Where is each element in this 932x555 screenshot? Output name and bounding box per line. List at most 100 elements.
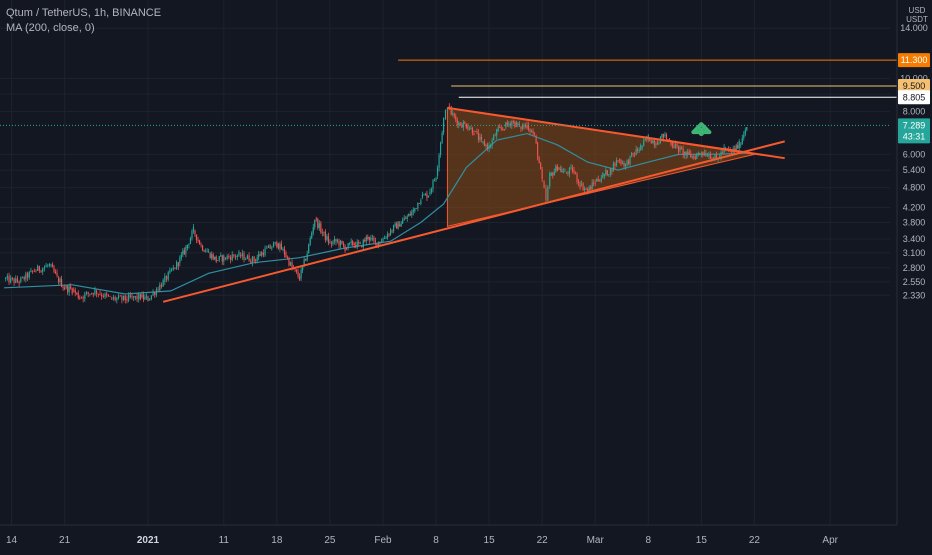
candle-body-13 xyxy=(26,273,29,278)
candle-body-232 xyxy=(374,240,376,243)
candle-body-36 xyxy=(64,287,66,290)
candle-body-409 xyxy=(646,139,648,140)
candle-body-115 xyxy=(192,226,195,231)
candle-body-56 xyxy=(96,290,98,294)
candle-body-179 xyxy=(294,268,296,270)
candle-body-362 xyxy=(574,172,577,174)
candle-body-366 xyxy=(580,183,583,185)
candle-body-449 xyxy=(706,156,709,158)
candle-body-307 xyxy=(490,145,492,148)
candle-body-55 xyxy=(94,289,96,295)
candle-body-145 xyxy=(240,255,242,257)
candle-body-15 xyxy=(30,270,32,273)
candle-body-177 xyxy=(291,262,293,268)
candle-body-368 xyxy=(584,188,586,191)
candle-body-320 xyxy=(509,123,511,126)
candle-body-358 xyxy=(568,167,571,174)
candle-body-436 xyxy=(687,151,689,155)
candle-body-206 xyxy=(335,239,337,242)
candle-body-204 xyxy=(332,241,334,245)
candle-body-356 xyxy=(565,172,568,174)
candle-body-342 xyxy=(543,181,545,189)
candle-body-186 xyxy=(305,259,307,261)
candle-body-5 xyxy=(13,278,15,283)
candle-body-292 xyxy=(467,125,469,130)
candle-body-109 xyxy=(183,250,185,254)
candle-body-257 xyxy=(412,209,414,213)
candle-body-280 xyxy=(448,106,450,107)
candle-body-187 xyxy=(306,253,308,261)
candle-body-201 xyxy=(327,236,330,243)
candle-body-261 xyxy=(418,203,420,204)
candle-body-39 xyxy=(68,286,70,293)
candle-body-33 xyxy=(59,279,61,283)
candle-body-0 xyxy=(5,278,7,279)
candle-body-101 xyxy=(170,269,173,271)
candle-body-87 xyxy=(147,296,149,302)
y-tick-label-0: 14.000 xyxy=(900,23,928,33)
candle-body-95 xyxy=(160,284,163,287)
candle-body-300 xyxy=(479,136,481,140)
y-tick-label-1: 10.000 xyxy=(900,73,928,83)
time-axis[interactable]: 14 21 2021 11 18 25 Feb 8 15 22 Mar 8 15 22 Apr xyxy=(0,524,897,546)
y-tick-label-13: 2.330 xyxy=(903,290,926,300)
candle-body-134 xyxy=(221,255,223,262)
candle-body-72 xyxy=(122,295,125,300)
candle-body-53 xyxy=(90,293,93,295)
candle-body-263 xyxy=(421,194,423,198)
candle-body-34 xyxy=(60,279,63,287)
upper-trendline xyxy=(447,106,785,160)
candle-body-89 xyxy=(150,295,152,300)
candle-body-155 xyxy=(256,257,258,261)
candle-body-245 xyxy=(394,223,396,226)
candle-body-20 xyxy=(38,266,40,271)
candle-body-25 xyxy=(47,265,49,267)
candle-body-136 xyxy=(224,257,227,259)
candle-body-131 xyxy=(217,260,219,261)
candle-body-450 xyxy=(708,155,710,157)
candle-body-49 xyxy=(84,293,86,299)
candle-body-351 xyxy=(558,167,560,170)
candle-body-297 xyxy=(474,131,477,132)
candle-body-275 xyxy=(439,142,442,155)
candle-body-321 xyxy=(511,121,513,126)
candle-body-175 xyxy=(288,257,290,266)
candle-body-258 xyxy=(414,208,416,212)
candle-body-344 xyxy=(547,186,549,201)
candle-body-154 xyxy=(255,260,257,261)
candle-body-1 xyxy=(6,275,8,279)
candle-body-438 xyxy=(690,153,692,158)
price-axis[interactable]: 14.00010.0009.0008.0006.0005.4004.8004.2… xyxy=(896,0,930,525)
candle-body-71 xyxy=(121,296,123,300)
ma-indicator-label[interactable]: MA (200, close, 0) xyxy=(6,22,95,34)
candle-body-244 xyxy=(392,225,395,231)
moving-average xyxy=(3,132,747,295)
candle-body-395 xyxy=(624,163,627,167)
candle-body-364 xyxy=(577,181,580,184)
candle-body-348 xyxy=(553,171,555,176)
candle-body-31 xyxy=(56,273,58,276)
candle-body-429 xyxy=(676,144,678,146)
candle-body-12 xyxy=(25,273,27,280)
price-tag-label-1: 9.500 xyxy=(903,81,926,91)
candle-body-315 xyxy=(502,128,504,130)
candle-body-415 xyxy=(655,144,657,146)
candle-body-217 xyxy=(352,241,354,245)
price-tag-1 xyxy=(898,78,930,93)
candle-body-343 xyxy=(545,188,547,201)
candle-body-170 xyxy=(280,243,283,250)
candle-body-222 xyxy=(359,242,361,244)
candle-body-161 xyxy=(266,247,268,249)
candle-body-205 xyxy=(333,239,336,242)
candle-body-277 xyxy=(443,118,445,133)
symbol-title[interactable]: Qtum / TetherUS, 1h, BINANCE xyxy=(6,7,162,19)
candle-body-158 xyxy=(261,252,263,256)
candle-body-78 xyxy=(133,296,135,298)
candle-body-423 xyxy=(667,139,669,140)
candle-body-130 xyxy=(215,256,217,262)
candle-body-180 xyxy=(295,269,298,272)
y-tick-label-10: 3.100 xyxy=(903,248,926,258)
candle-body-188 xyxy=(308,244,310,253)
